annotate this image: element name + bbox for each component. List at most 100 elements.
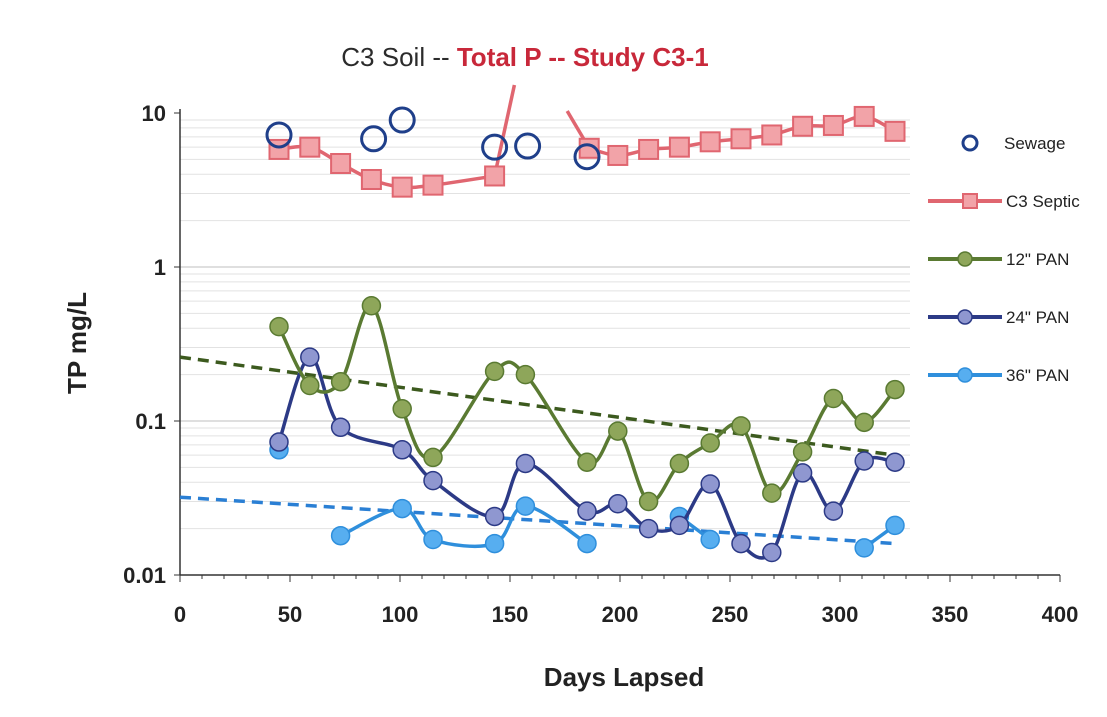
data-point <box>638 491 659 512</box>
x-axis-label: Days Lapsed <box>544 662 704 692</box>
data-point <box>515 453 536 474</box>
legend-marker <box>961 134 979 152</box>
chart-title-part-2: Total P -- Study C3-1 <box>457 42 709 72</box>
data-point-open-circle <box>514 132 542 160</box>
data-point-square <box>699 131 721 153</box>
chart-title: C3 Soil -- Total P -- Study C3-1 <box>341 42 708 72</box>
data-point <box>669 453 690 474</box>
data-point-square <box>730 128 752 150</box>
x-tick-label: 200 <box>602 602 639 627</box>
x-tick-label: 350 <box>932 602 969 627</box>
data-point <box>423 470 443 491</box>
data-point <box>854 538 874 558</box>
data-point <box>269 432 289 452</box>
data-point <box>823 388 844 409</box>
data-point <box>885 452 905 472</box>
data-point <box>300 375 320 396</box>
data-point-open-circle <box>388 106 416 134</box>
data-point <box>823 501 844 521</box>
data-point <box>392 498 412 519</box>
y-axis-label: TP mg/L <box>62 292 92 394</box>
series-c3-septic <box>268 84 906 198</box>
data-point <box>269 316 289 337</box>
data-point-open-circle <box>360 125 388 153</box>
data-point <box>484 506 505 527</box>
legend-label: 36" PAN <box>1006 366 1069 385</box>
legend-marker <box>957 309 973 325</box>
data-point-square <box>391 176 413 198</box>
x-tick-label: 250 <box>712 602 749 627</box>
x-tick-label: 0 <box>174 602 186 627</box>
data-point <box>392 399 412 419</box>
data-point <box>484 533 505 554</box>
legend-item: 36" PAN <box>928 366 1069 385</box>
data-point <box>423 447 443 468</box>
data-point-square <box>484 165 506 187</box>
data-point <box>361 296 382 316</box>
data-point <box>577 501 597 521</box>
x-tick-label: 100 <box>382 602 419 627</box>
data-point <box>577 533 597 554</box>
y-tick-label: 10 <box>142 101 166 126</box>
data-point <box>330 525 351 546</box>
series-layer <box>265 84 906 563</box>
data-point-square <box>299 136 321 158</box>
data-point <box>731 416 751 436</box>
y-tick-label: 0.01 <box>123 563 166 588</box>
data-point <box>608 421 628 441</box>
chart-title-part-1: C3 Soil -- <box>341 42 457 72</box>
trendline <box>179 495 896 546</box>
data-point <box>792 442 813 462</box>
data-point <box>515 496 536 516</box>
trendline <box>179 355 896 457</box>
data-point-square <box>822 114 844 136</box>
tick-labels: 0 50 100 150 200 250 300 350 400 0.01 0.1 1 10 <box>123 101 1078 627</box>
legend-item: 12" PAN <box>928 250 1069 269</box>
data-point-square <box>330 152 352 174</box>
data-point <box>330 417 351 438</box>
data-point-square <box>360 168 382 190</box>
legend-label: Sewage <box>1004 134 1065 153</box>
x-tick-label: 50 <box>278 602 302 627</box>
data-point <box>300 347 320 367</box>
data-point-square <box>268 138 290 160</box>
data-point <box>638 518 659 539</box>
data-point-square <box>668 136 690 158</box>
legend-marker <box>957 251 973 267</box>
y-tick-label: 0.1 <box>135 409 166 434</box>
legend-marker <box>957 367 973 383</box>
data-point-square <box>422 174 444 196</box>
data-point-square <box>884 120 906 142</box>
legend-marker <box>962 193 978 209</box>
legend-label: C3 Septic <box>1006 192 1080 211</box>
y-tick-label: 1 <box>154 255 166 280</box>
data-point <box>762 542 782 563</box>
series-sewage <box>265 106 601 171</box>
x-tick-label: 400 <box>1042 602 1079 627</box>
data-point <box>423 529 443 550</box>
legend-item: C3 Septic <box>928 192 1080 211</box>
data-point <box>330 371 351 392</box>
series-line-offscale <box>492 84 517 177</box>
series-12-pan <box>269 296 905 512</box>
data-point <box>484 361 505 382</box>
data-point <box>700 474 720 494</box>
data-point-open-circle <box>573 143 601 171</box>
data-point <box>854 451 874 471</box>
legend-item: 24" PAN <box>928 308 1069 327</box>
data-point <box>700 433 720 453</box>
data-point <box>762 483 782 503</box>
data-point-square <box>607 144 629 166</box>
data-point <box>515 364 536 385</box>
data-point <box>392 440 412 460</box>
legend-item: Sewage <box>961 134 1065 153</box>
data-point <box>885 515 905 536</box>
data-point <box>700 529 720 550</box>
trendlines <box>179 355 896 546</box>
data-point-square <box>853 105 875 127</box>
data-point-square <box>638 138 660 160</box>
data-point <box>608 494 628 514</box>
data-point <box>885 379 905 400</box>
data-point <box>669 515 690 536</box>
